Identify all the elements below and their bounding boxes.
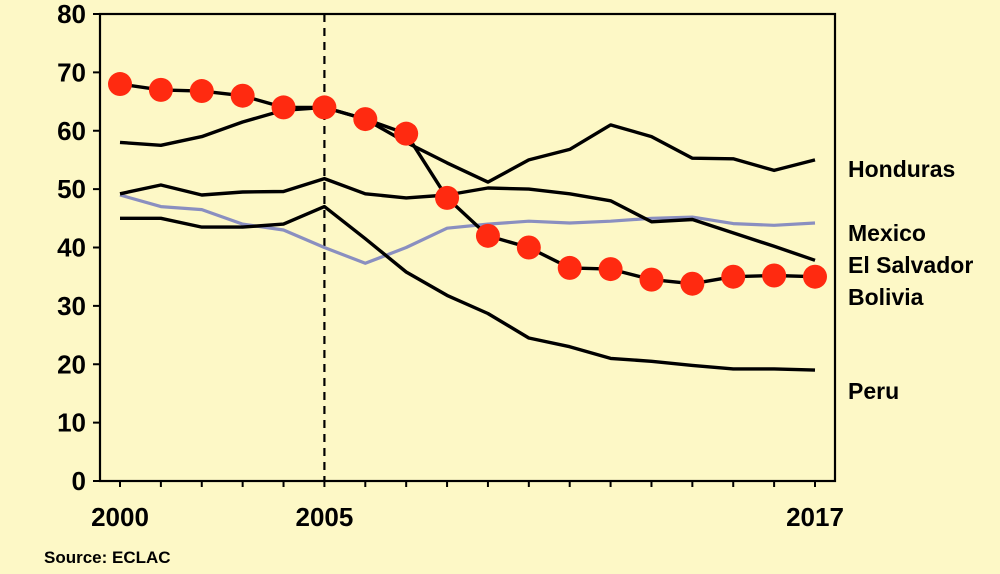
data-point-bolivia xyxy=(680,271,705,296)
data-point-bolivia xyxy=(394,121,419,146)
series-line-mexico xyxy=(119,193,816,265)
data-point-bolivia xyxy=(516,235,541,260)
y-tick-label: 50 xyxy=(57,174,86,204)
data-point-bolivia xyxy=(189,79,214,104)
data-point-bolivia xyxy=(148,77,173,102)
x-tick-label: 2017 xyxy=(786,502,844,532)
data-point-bolivia xyxy=(108,72,132,97)
y-tick-label: 10 xyxy=(57,408,86,438)
data-point-bolivia xyxy=(639,267,664,292)
series-label-bolivia: Bolivia xyxy=(848,284,924,310)
y-tick-label: 60 xyxy=(57,116,86,146)
series-label-peru: Peru xyxy=(848,378,899,404)
data-point-bolivia xyxy=(721,264,746,289)
series-line-honduras xyxy=(119,105,816,184)
plot-frame xyxy=(98,12,837,483)
data-point-bolivia xyxy=(598,257,623,282)
series-line-bolivia xyxy=(119,82,816,286)
y-tick-label: 70 xyxy=(57,57,86,87)
series-line-peru xyxy=(120,204,816,372)
series-label-honduras: Honduras xyxy=(848,156,955,182)
data-point-bolivia xyxy=(271,95,296,120)
x-tick-label: 2000 xyxy=(91,502,149,532)
data-point-bolivia xyxy=(557,255,582,280)
series-label-el-salvador: El Salvador xyxy=(848,252,973,278)
source-note: Source: ECLAC xyxy=(44,548,171,567)
y-tick-label: 30 xyxy=(57,291,86,321)
y-tick-label: 80 xyxy=(57,0,86,29)
y-tick-label: 0 xyxy=(72,466,86,496)
y-tick-label: 20 xyxy=(57,349,86,379)
data-point-bolivia xyxy=(435,185,460,210)
series-label-mexico: Mexico xyxy=(848,220,926,246)
y-tick-label: 40 xyxy=(57,233,86,263)
series-line-el-salvador xyxy=(119,176,816,262)
data-point-bolivia xyxy=(803,264,827,289)
data-point-bolivia xyxy=(475,223,500,248)
data-point-bolivia xyxy=(312,95,337,120)
data-point-bolivia xyxy=(230,83,255,108)
data-point-bolivia xyxy=(353,107,378,132)
data-point-bolivia xyxy=(762,263,787,288)
x-tick-label: 2005 xyxy=(295,502,353,532)
